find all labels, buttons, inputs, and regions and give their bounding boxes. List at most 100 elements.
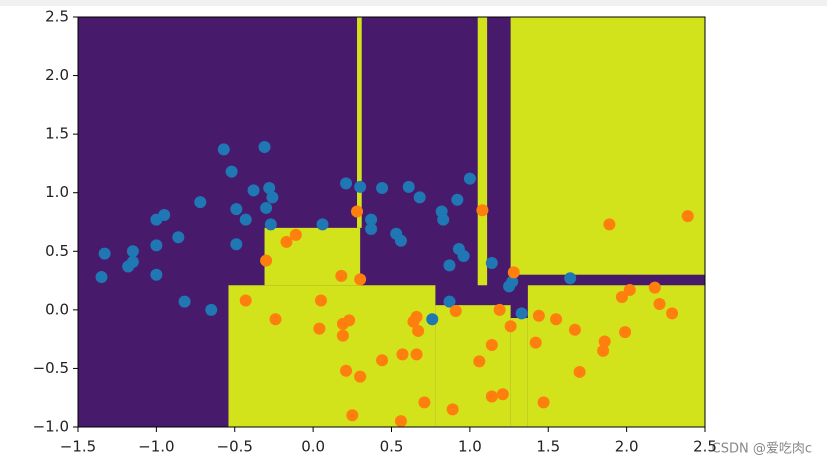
region — [510, 17, 705, 275]
point — [289, 228, 302, 241]
point — [280, 235, 293, 248]
point — [485, 339, 498, 351]
point — [376, 354, 389, 367]
x-tick-label: −1.5 — [60, 438, 96, 456]
x-tick-label: 2.0 — [615, 438, 639, 456]
point — [529, 336, 542, 349]
point — [564, 272, 577, 285]
point — [260, 254, 273, 267]
watermark: CSDN @爱吃肉c — [712, 441, 812, 457]
point — [354, 180, 367, 193]
point — [335, 269, 348, 282]
point — [457, 249, 470, 262]
point — [449, 305, 462, 318]
y-tick-label: 1.5 — [45, 125, 69, 143]
point — [217, 143, 230, 156]
point — [532, 309, 545, 322]
y-tick-label: −1.0 — [33, 418, 69, 436]
point — [314, 294, 327, 307]
region — [357, 17, 362, 228]
point — [550, 313, 563, 326]
point — [568, 323, 581, 336]
point — [396, 348, 409, 361]
point — [365, 223, 378, 236]
point — [681, 210, 694, 223]
point — [230, 203, 243, 216]
point — [402, 180, 415, 193]
point — [496, 388, 509, 401]
x-tick-label: 1.0 — [458, 438, 482, 456]
point — [446, 403, 459, 416]
point — [266, 191, 279, 204]
point — [615, 290, 628, 303]
x-tick-label: 2.5 — [693, 438, 717, 456]
point — [264, 218, 277, 231]
x-tick-label: −1.0 — [138, 438, 174, 456]
point — [537, 396, 550, 409]
point — [666, 307, 679, 320]
point — [473, 355, 486, 368]
point — [316, 218, 329, 231]
point — [336, 329, 349, 342]
point — [451, 193, 464, 206]
point — [95, 271, 108, 284]
point — [150, 268, 163, 281]
point — [260, 201, 273, 214]
region — [477, 17, 488, 286]
point — [476, 204, 489, 217]
point — [205, 303, 218, 316]
point — [410, 348, 423, 361]
x-tick-label: 0.5 — [380, 438, 404, 456]
point — [351, 205, 364, 218]
point — [239, 213, 252, 226]
point — [269, 313, 282, 326]
point — [126, 255, 139, 268]
point — [230, 238, 243, 251]
top-bar — [0, 0, 827, 6]
region — [527, 285, 705, 427]
point — [150, 239, 163, 252]
point — [463, 172, 476, 185]
point — [313, 322, 326, 335]
point — [603, 218, 616, 231]
point — [98, 247, 111, 260]
point — [623, 283, 636, 296]
point — [437, 213, 450, 226]
point — [194, 196, 207, 209]
point — [158, 208, 171, 221]
point — [340, 177, 353, 190]
point — [443, 259, 456, 272]
point — [247, 184, 260, 197]
point — [597, 344, 610, 357]
point — [619, 326, 632, 339]
point — [506, 275, 519, 288]
point — [485, 257, 498, 269]
x-tick-label: −0.5 — [217, 438, 253, 456]
y-tick-label: 0.0 — [45, 300, 69, 318]
y-tick-label: −0.5 — [33, 359, 69, 377]
point — [263, 182, 276, 195]
point — [648, 281, 661, 294]
point — [354, 273, 367, 286]
x-tick-label: 1.5 — [536, 438, 560, 456]
point — [172, 231, 185, 244]
point — [418, 396, 431, 409]
point — [507, 266, 520, 279]
point — [258, 141, 271, 154]
point — [126, 245, 139, 258]
point — [346, 409, 359, 422]
point — [573, 365, 586, 378]
point — [394, 234, 407, 247]
point — [493, 303, 506, 316]
region — [510, 318, 528, 427]
point — [413, 191, 426, 204]
point — [515, 307, 528, 320]
point — [343, 314, 356, 327]
x-tick-label: 0.0 — [301, 438, 325, 456]
point — [443, 295, 456, 308]
point — [394, 415, 407, 428]
point — [354, 370, 367, 383]
point — [426, 313, 439, 326]
